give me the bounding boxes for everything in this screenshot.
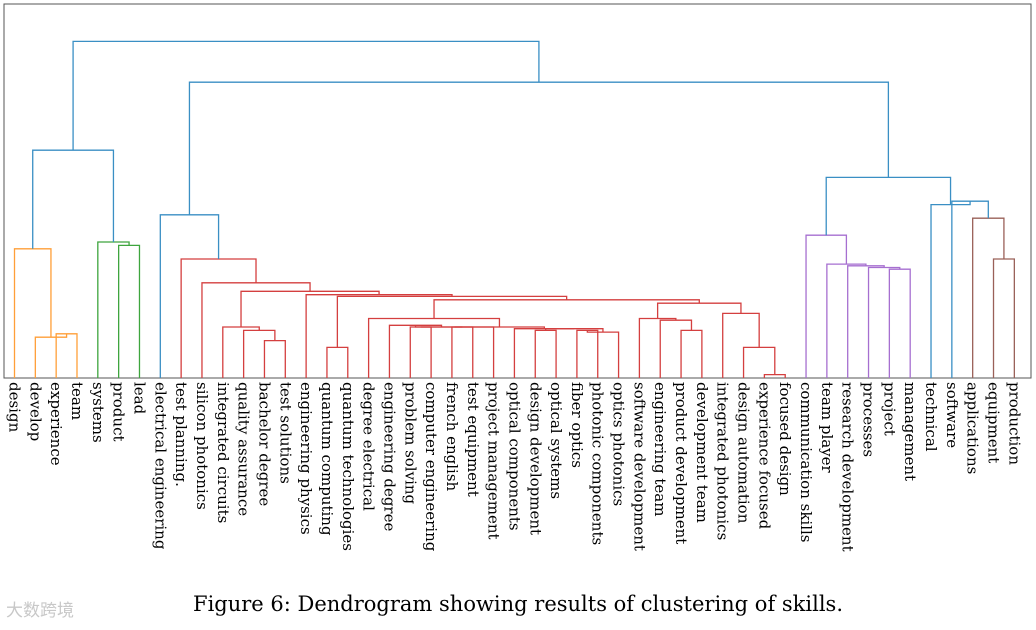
leaf-label: design automation (735, 382, 753, 524)
dendrogram-link (513, 328, 575, 378)
dendrogram-link (188, 81, 890, 215)
dendrogram-link (763, 373, 786, 378)
leaf-label: systems (89, 382, 107, 443)
leaf-label: design development (526, 382, 544, 535)
leaf-label: test planning. (172, 382, 190, 487)
leaf-label: quantum technologies (339, 382, 357, 551)
dendrogram-link (409, 326, 432, 378)
leaf-label: quantum computing (318, 382, 336, 536)
watermark-logo: 大数跨境 (6, 601, 74, 621)
leaf-label: project management (485, 382, 503, 540)
dendrogram-link (992, 258, 1015, 378)
dendrogram-link (722, 312, 760, 378)
leaf-label: applications (964, 382, 982, 474)
dendrogram-link (180, 258, 257, 378)
leaf-label: team player (818, 382, 836, 474)
leaf-label: quality assurance (235, 382, 253, 516)
leaf-label: software development (630, 382, 648, 551)
leaf-label: photonic components (589, 382, 607, 545)
leaf-label: silicon photonics (193, 382, 211, 510)
leaf-label: test equipment (464, 382, 482, 497)
leaf-label: product (110, 382, 128, 442)
dendrogram-link (826, 263, 867, 378)
leaf-label: engineering physics (297, 382, 315, 535)
leaf-label: technical (922, 382, 940, 452)
leaf-label: project (880, 382, 898, 436)
leaf-label: management (901, 382, 919, 481)
dendrogram-link (656, 302, 742, 319)
dendrogram-link (576, 329, 599, 378)
dendrogram-link (55, 333, 78, 378)
dendrogram-link (97, 241, 130, 378)
leaf-label: experience focused (755, 382, 773, 530)
dendrogram-link (414, 325, 495, 378)
dendrogram-link (805, 234, 848, 378)
dendrogram-link (388, 324, 443, 378)
dendrogram-link (930, 201, 971, 378)
leaf-label: team (68, 382, 86, 420)
dendrogram-link (222, 326, 260, 378)
dendrogram-link (972, 217, 1005, 378)
leaf-label: optics photonics (610, 382, 628, 506)
dendrogram-link (680, 329, 703, 378)
leaf-label: production (1005, 382, 1023, 465)
dendrogram-links (13, 40, 1015, 378)
leaf-label: integrated circuits (214, 382, 232, 523)
dendrogram-link (742, 346, 776, 378)
leaf-label: optical systems (547, 382, 565, 499)
leaf-label: computer engineering (422, 382, 440, 552)
dendrogram-link (13, 248, 52, 378)
dendrogram-link (951, 200, 989, 378)
dendrogram-link (305, 294, 453, 378)
dendrogram-link (326, 346, 349, 378)
leaf-label: lead (130, 382, 148, 415)
leaf-label: degree electrical (360, 382, 378, 511)
dendrogram-link (825, 176, 952, 236)
dendrogram-link (888, 268, 911, 378)
dendrogram-link (72, 40, 540, 151)
dendrogram-link (34, 333, 68, 378)
leaf-label: equipment (985, 382, 1003, 463)
leaf-label: develop (26, 382, 44, 441)
dendrogram-link (242, 329, 276, 378)
dendrogram-link (32, 149, 115, 249)
leaf-label: communication skills (797, 382, 815, 543)
plot-frame (3, 3, 1032, 379)
dendrogram-link (534, 329, 557, 378)
leaf-label: software (943, 382, 961, 448)
dendrogram-chart: design develop experience team systems produc… (3, 3, 1032, 552)
leaf-label: french english (443, 382, 461, 492)
leaf-label: fiber optics (568, 382, 586, 468)
dendrogram-link (159, 214, 220, 378)
leaf-labels: design develop experience team systems produc… (6, 382, 1024, 552)
dendrogram-link (586, 330, 620, 378)
leaf-label: test solutions (276, 382, 294, 484)
leaf-label: optical components (505, 382, 523, 531)
leaf-label: engineering degree (380, 382, 398, 531)
dendrogram-link (659, 319, 693, 378)
leaf-label: electrical engineering (151, 382, 169, 550)
leaf-label: design (6, 382, 24, 433)
leaf-label: engineering team (651, 382, 669, 516)
dendrogram-link (545, 328, 604, 333)
leaf-label: research development (839, 382, 857, 552)
dendrogram-link (638, 317, 677, 378)
dendrogram-link (118, 244, 141, 378)
dendrogram-link (867, 266, 901, 378)
leaf-label: development team (693, 382, 711, 523)
leaf-label: experience (47, 382, 65, 466)
leaf-label: focused design (776, 382, 794, 496)
leaf-label: processes (860, 382, 878, 457)
dendrogram-link (847, 265, 885, 378)
leaf-label: problem solving (401, 382, 419, 505)
leaf-label: integrated photonics (714, 382, 732, 540)
leaf-label: bachelor degree (255, 382, 273, 506)
dendrogram-link (263, 339, 286, 378)
dendrogram-link (454, 326, 546, 329)
figure-caption: Figure 6: Dendrogram showing results of … (193, 592, 843, 616)
dendrogram-link (451, 326, 474, 378)
leaf-label: product development (672, 382, 690, 544)
